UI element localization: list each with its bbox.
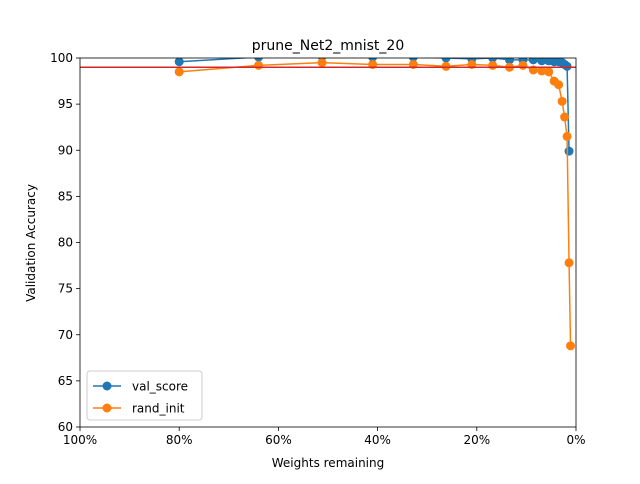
data-point-val-score: [562, 61, 572, 71]
axis-ticks: 100% 80% 60% 40% 20% 0% 60 65 70 75 80 85 90 95 100: [50, 51, 585, 447]
legend-marker: [102, 381, 112, 391]
data-point-val-score: [441, 58, 451, 63]
y-tick-label: 60: [58, 420, 73, 434]
data-point-rand-init: [564, 258, 574, 268]
x-tick-label: 80%: [166, 433, 193, 447]
data-point-val-score: [505, 58, 515, 65]
data-point-rand-init: [317, 58, 327, 68]
data-point-rand-init: [537, 66, 547, 76]
x-axis-label: Weights remaining: [272, 456, 384, 470]
data-point-rand-init: [562, 131, 572, 141]
data-point-rand-init: [557, 96, 567, 106]
y-tick-label: 90: [58, 143, 73, 157]
legend-label: rand_init: [132, 402, 185, 416]
legend: val_score rand_init: [86, 370, 203, 421]
x-tick-label: 100%: [63, 433, 97, 447]
data-point-rand-init: [544, 67, 554, 77]
plot-data: [80, 58, 576, 351]
series-line-rand-init: [179, 61, 572, 346]
data-point-val-score: [488, 58, 498, 63]
x-tick-label: 20%: [463, 433, 490, 447]
y-axis-label: Validation Accuracy: [24, 184, 38, 302]
y-tick-label: 65: [58, 374, 73, 388]
y-tick-label: 70: [58, 328, 73, 342]
y-tick-label: 100: [50, 51, 73, 65]
legend-marker: [102, 403, 112, 413]
data-point-rand-init: [560, 112, 570, 122]
data-point-val-score: [564, 146, 574, 156]
x-tick-label: 40%: [364, 433, 391, 447]
data-point-val-score: [537, 58, 547, 66]
x-tick-label: 60%: [265, 433, 292, 447]
y-tick-label: 80: [58, 236, 73, 250]
data-point-rand-init: [566, 341, 576, 351]
y-tick-label: 75: [58, 282, 73, 296]
chart-title: prune_Net2_mnist_20: [252, 38, 404, 54]
data-point-val-score: [528, 58, 538, 65]
data-point-rand-init: [441, 61, 451, 71]
legend-label: val_score: [132, 380, 188, 394]
data-point-rand-init: [518, 60, 528, 70]
data-point-val-score: [174, 58, 184, 67]
data-point-val-score: [254, 58, 263, 62]
y-tick-label: 85: [58, 189, 73, 203]
data-point-rand-init: [488, 60, 498, 70]
plot-area: [79, 57, 577, 428]
y-tick-label: 95: [58, 97, 73, 111]
x-tick-label: 0%: [566, 433, 585, 447]
data-point-rand-init: [174, 67, 184, 77]
data-point-rand-init: [554, 80, 564, 90]
data-point-rand-init: [254, 60, 264, 70]
